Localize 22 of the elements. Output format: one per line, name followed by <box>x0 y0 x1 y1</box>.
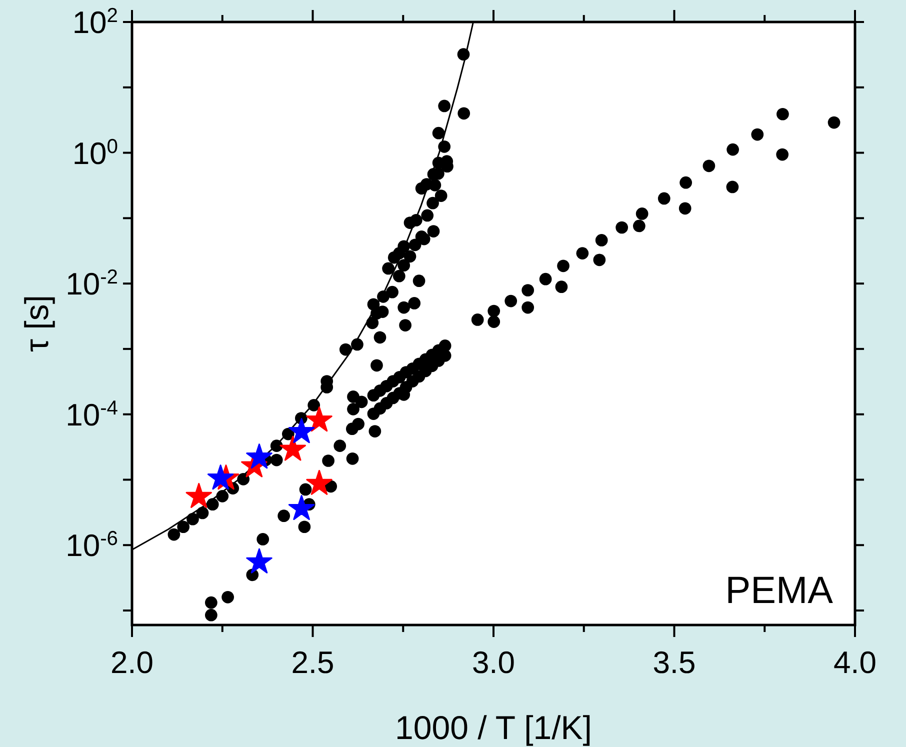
point <box>207 464 234 490</box>
y-tick-label: 10$^{0}$ <box>72 136 118 171</box>
x-tick-label: 2.5 <box>291 645 334 680</box>
point <box>306 406 332 432</box>
point <box>246 548 272 574</box>
y-tick-label: 10$^{-4}$ <box>66 397 118 432</box>
point <box>280 436 306 461</box>
point <box>306 470 332 495</box>
x-tick-label: 3.0 <box>472 645 516 680</box>
annotation: PEMA <box>725 570 834 612</box>
point <box>288 494 315 520</box>
x-axis-title: 1000 / T [1/K] <box>395 709 592 746</box>
x-tick-label: 4.0 <box>833 645 877 680</box>
y-tick-label: 10$^{-6}$ <box>66 528 118 564</box>
point <box>288 418 315 444</box>
point <box>186 482 212 508</box>
y-tick-label: 10$^{-2}$ <box>66 266 118 302</box>
y-tick-label: 10$^{2}$ <box>72 5 118 40</box>
x-tick-label: 2.0 <box>110 645 154 680</box>
y-axis-title: τ [s] <box>18 294 55 352</box>
point <box>246 444 272 469</box>
x-tick-label: 3.5 <box>652 645 696 680</box>
